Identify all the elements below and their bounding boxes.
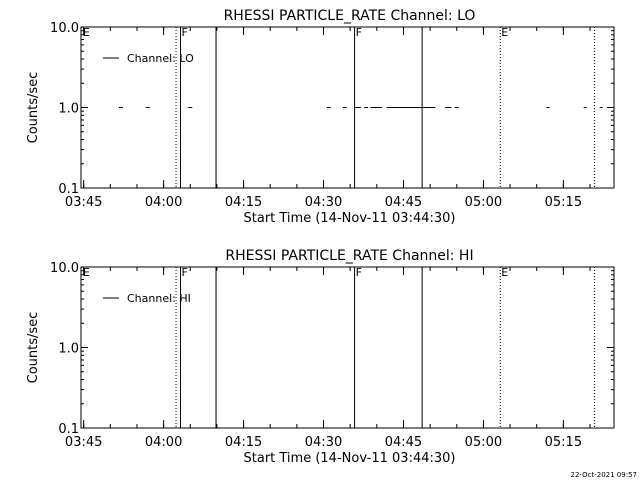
chart-title: RHESSI PARTICLE_RATE Channel: LO bbox=[224, 8, 476, 24]
y-tick-label: 1.0 bbox=[58, 342, 79, 357]
event-marker-label: E bbox=[501, 266, 508, 279]
panel-hi-channel: RHESSI PARTICLE_RATE Channel: HI 0.1 1.0 10… bbox=[26, 248, 615, 466]
footer-timestamp: 22-Oct-2021 09:57 bbox=[571, 471, 637, 479]
y-tick-label: 1.0 bbox=[58, 102, 79, 117]
y-axis-label: Counts/sec bbox=[26, 312, 41, 384]
chart-title: RHESSI PARTICLE_RATE Channel: HI bbox=[225, 248, 473, 264]
event-marker-label: E bbox=[83, 26, 90, 39]
x-tick-label: 05:15 bbox=[545, 195, 582, 210]
x-tick-label: 04:30 bbox=[305, 195, 342, 210]
x-tick-label: 04:45 bbox=[385, 435, 422, 450]
event-marker-label: F bbox=[356, 266, 362, 279]
x-tick-label: 03:45 bbox=[65, 435, 102, 450]
event-marker-label: E bbox=[83, 266, 90, 279]
y-tick-label: 0.1 bbox=[58, 182, 79, 197]
event-marker-label: E bbox=[501, 26, 508, 39]
event-marker-label: F bbox=[181, 26, 187, 39]
x-tick-label: 03:45 bbox=[65, 195, 102, 210]
x-axis-label: Start Time (14-Nov-11 03:44:30) bbox=[244, 211, 456, 226]
x-tick-label: 04:15 bbox=[225, 195, 262, 210]
x-tick-label: 05:00 bbox=[465, 195, 502, 210]
x-axis-label: Start Time (14-Nov-11 03:44:30) bbox=[244, 451, 456, 466]
panel-lo-channel: RHESSI PARTICLE_RATE Channel: LO 0.1 1.0 10… bbox=[26, 8, 615, 226]
x-tick-label: 05:15 bbox=[545, 435, 582, 450]
event-marker-label: F bbox=[181, 266, 187, 279]
legend-label: Channel: LO bbox=[127, 52, 194, 65]
event-marker-label: F bbox=[356, 26, 362, 39]
y-axis-label: Counts/sec bbox=[26, 72, 41, 144]
y-tick-label: 0.1 bbox=[58, 422, 79, 437]
x-tick-label: 04:00 bbox=[145, 435, 182, 450]
y-tick-label: 10.0 bbox=[50, 21, 79, 36]
x-tick-label: 04:00 bbox=[145, 195, 182, 210]
legend-label: Channel: HI bbox=[127, 292, 191, 305]
x-tick-label: 04:15 bbox=[225, 435, 262, 450]
y-tick-label: 10.0 bbox=[50, 261, 79, 276]
x-tick-label: 05:00 bbox=[465, 435, 502, 450]
x-tick-label: 04:30 bbox=[305, 435, 342, 450]
x-tick-label: 04:45 bbox=[385, 195, 422, 210]
